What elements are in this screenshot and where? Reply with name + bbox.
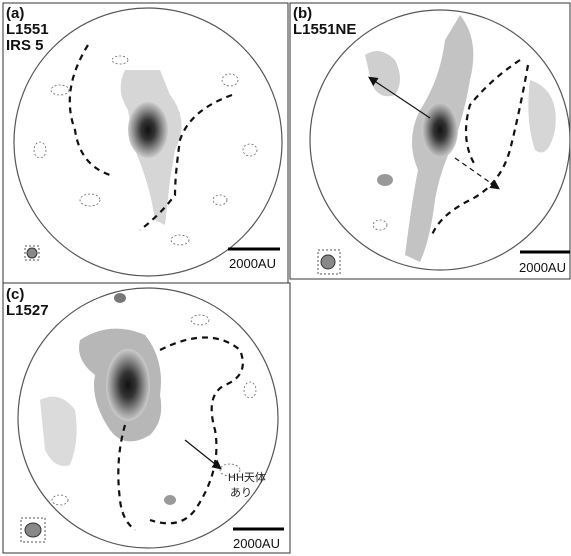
beam — [25, 523, 41, 537]
beam — [321, 255, 335, 269]
panel-label: (b) — [293, 5, 312, 22]
figure: 2000AU (a) L1551 IRS 5 2000AU (b) L1551N… — [0, 0, 571, 556]
clump — [164, 495, 176, 505]
clump — [114, 293, 126, 303]
annotation: HH天体 — [228, 470, 266, 484]
panel-label: (c) — [6, 286, 24, 303]
panel-c: HH天体 あり 2000AU (c) L1527 — [3, 283, 290, 553]
scale-label: 2000AU — [519, 260, 566, 275]
panel-a: 2000AU (a) L1551 IRS 5 — [3, 3, 288, 283]
scale-label: 2000AU — [229, 256, 276, 271]
source-name: L1551NE — [293, 21, 356, 38]
panel-b: 2000AU (b) L1551NE — [290, 3, 570, 279]
core — [422, 102, 458, 158]
panel-label: (a) — [6, 5, 24, 22]
annotation: あり — [230, 486, 252, 499]
core — [128, 102, 168, 158]
core — [106, 349, 150, 421]
source-name: IRS 5 — [6, 37, 44, 54]
source-name: L1551 — [6, 21, 49, 38]
source-name: L1527 — [6, 302, 49, 319]
scale-label: 2000AU — [233, 536, 280, 551]
beam — [27, 248, 37, 258]
clump — [377, 174, 393, 186]
